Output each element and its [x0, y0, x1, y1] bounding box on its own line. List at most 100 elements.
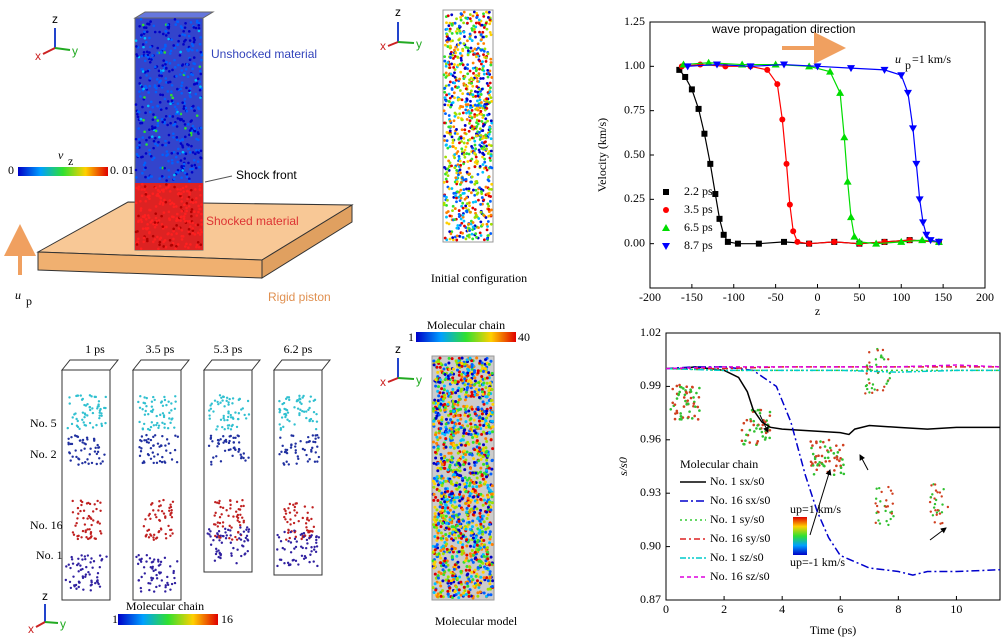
atom — [208, 445, 210, 447]
atom — [453, 594, 456, 597]
atom — [162, 59, 165, 62]
atom — [87, 571, 89, 573]
note-text: =1 km/s — [912, 52, 951, 66]
atom — [91, 407, 93, 409]
atom — [198, 24, 201, 27]
atom — [465, 237, 468, 240]
atom — [194, 188, 197, 191]
atom — [465, 146, 468, 149]
atom — [156, 144, 159, 147]
atom — [145, 139, 148, 142]
atom — [880, 491, 882, 493]
atom — [450, 459, 453, 462]
atom — [464, 458, 467, 461]
atom — [474, 489, 477, 492]
atom — [93, 560, 95, 562]
atom — [443, 139, 446, 142]
atom — [154, 31, 157, 34]
atom — [200, 223, 203, 226]
atom — [445, 94, 448, 97]
atom — [176, 88, 179, 91]
atom — [239, 524, 241, 526]
atom — [174, 123, 177, 126]
atom — [930, 510, 932, 512]
atom — [469, 545, 472, 548]
atom — [224, 450, 226, 452]
atom — [180, 84, 183, 87]
atom — [75, 456, 77, 458]
atom — [889, 518, 891, 520]
atom — [87, 538, 89, 540]
atom — [466, 98, 469, 101]
atom — [89, 422, 91, 424]
atom — [176, 560, 178, 562]
axis-label: x — [380, 39, 386, 53]
atom — [140, 207, 143, 210]
atom — [313, 546, 315, 548]
atom — [90, 531, 92, 533]
atom — [310, 395, 312, 397]
atom — [434, 496, 437, 499]
atom — [439, 505, 442, 508]
atom — [226, 397, 228, 399]
atom — [141, 55, 144, 58]
point — [781, 239, 787, 245]
atom — [188, 35, 191, 38]
atom — [466, 160, 469, 163]
atom — [485, 426, 488, 429]
legend-label: No. 1 sx/s0 — [710, 474, 764, 488]
atom — [316, 545, 318, 547]
atom — [183, 163, 186, 166]
atom — [163, 396, 165, 398]
atom — [683, 405, 686, 408]
atom — [468, 110, 471, 113]
series-line — [666, 367, 1000, 435]
atom — [450, 437, 453, 440]
atom — [289, 563, 291, 565]
atom — [476, 595, 479, 598]
atom — [303, 558, 305, 560]
atom — [464, 453, 467, 456]
legend-label: 3.5 ps — [684, 202, 713, 216]
atom — [929, 501, 931, 503]
atom — [82, 577, 84, 579]
atom — [687, 416, 690, 419]
atom — [305, 526, 307, 528]
atom — [460, 57, 463, 60]
atom — [482, 400, 485, 403]
atom — [177, 436, 179, 438]
x-tick-label: 0 — [663, 602, 669, 616]
atom — [454, 147, 457, 150]
atom — [161, 510, 163, 512]
atom — [152, 566, 154, 568]
atom — [481, 412, 484, 415]
atom — [152, 147, 155, 150]
atom — [149, 153, 152, 156]
atom — [209, 418, 211, 420]
atom — [468, 566, 471, 569]
atom — [158, 136, 161, 139]
atom — [313, 548, 315, 550]
atom — [460, 553, 463, 556]
atom — [148, 197, 151, 200]
atom — [299, 409, 301, 411]
atom — [454, 471, 457, 474]
atom — [460, 147, 463, 150]
atom — [474, 90, 477, 93]
atom — [72, 511, 74, 513]
atom — [468, 78, 471, 81]
atom — [222, 535, 224, 537]
atom — [439, 357, 442, 360]
y-tick-label: 0.93 — [640, 485, 661, 499]
atom — [821, 455, 824, 458]
atom — [148, 589, 150, 591]
atom — [143, 30, 146, 33]
atom — [453, 96, 456, 99]
atom — [482, 53, 485, 56]
colorbar-tick: 1 — [408, 330, 414, 344]
atom — [487, 52, 490, 55]
atom — [227, 529, 229, 531]
atom — [474, 431, 477, 434]
atom — [461, 54, 464, 57]
atom — [199, 43, 202, 46]
